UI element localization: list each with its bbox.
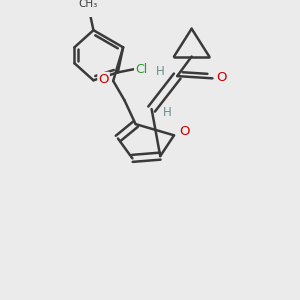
Text: O: O xyxy=(216,71,227,84)
Text: H: H xyxy=(163,106,171,119)
Text: CH₃: CH₃ xyxy=(78,0,97,9)
Text: Cl: Cl xyxy=(135,63,147,76)
Text: O: O xyxy=(179,125,190,138)
Text: O: O xyxy=(98,73,109,86)
Text: H: H xyxy=(156,65,165,78)
